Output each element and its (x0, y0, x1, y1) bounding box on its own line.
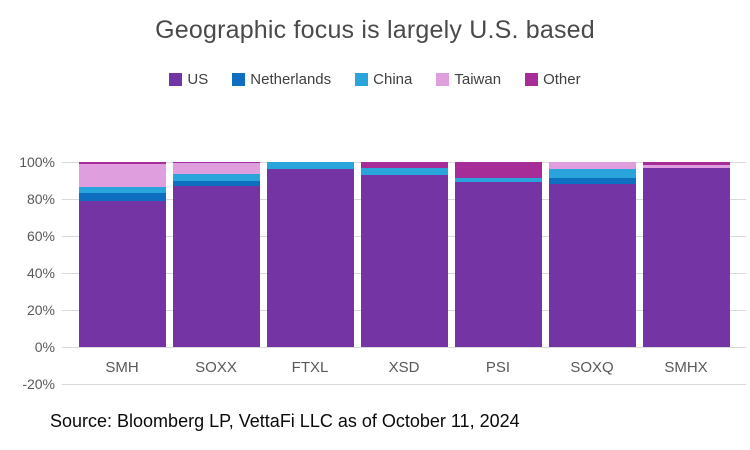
bar-segment-smhx-taiwan (642, 164, 730, 168)
category-label-ftxl: FTXL (291, 359, 329, 376)
bar-segment-soxq-china (548, 169, 636, 178)
bar-xsd (360, 162, 448, 347)
bar-segment-smhx-us (642, 167, 730, 347)
bar-segment-psi-us (454, 182, 542, 347)
legend-swatch-us (169, 73, 183, 86)
category-label-soxx: SOXX (195, 359, 237, 376)
legend-label-china: China (373, 71, 413, 88)
bar-segment-xsd-other (360, 162, 448, 169)
y-tick-label-100-: 100% (19, 154, 55, 170)
bar-segment-soxx-china (172, 174, 260, 181)
legend-item-other: Other (525, 71, 581, 88)
y-tick-label-40-: 40% (26, 265, 55, 281)
chart-title: Geographic focus is largely U.S. based (155, 16, 595, 44)
category-label-psi: PSI (485, 359, 511, 376)
bar-segment-soxx-us (172, 186, 260, 347)
y-tick-label-0-: 0% (34, 339, 55, 355)
y-tick-label-80-: 80% (26, 191, 55, 207)
legend-label-taiwan: Taiwan (454, 71, 502, 88)
legend-item-us: US (169, 71, 208, 88)
bar-segment-smh-taiwan (78, 163, 166, 187)
bar-segment-smhx-other (642, 162, 730, 165)
bars-plot-area (62, 162, 746, 347)
legend-swatch-china (355, 73, 369, 86)
gridline--20- (62, 384, 746, 385)
bar-segment-xsd-china (360, 168, 448, 175)
bar-smhx (642, 162, 730, 347)
legend-label-us: US (187, 71, 209, 88)
bar-segment-ftxl-china (266, 162, 354, 170)
bar-soxx (172, 162, 260, 347)
bar-segment-psi-other (454, 162, 542, 178)
source-note: Source: Bloomberg LP, VettaFi LLC as of … (50, 411, 520, 431)
x-axis-category-labels: SMH SOXX FTXL XSD PSI SOXQ SMHX (62, 359, 746, 376)
legend-item-taiwan: Taiwan (436, 71, 501, 88)
legend-label-other: Other (543, 71, 581, 88)
bar-segment-soxx-taiwan (172, 162, 260, 175)
y-tick-label-60-: 60% (26, 228, 55, 244)
bar-segment-psi-china (454, 177, 542, 183)
bar-segment-smh-us (78, 200, 166, 347)
bar-segment-soxq-netherlands (548, 177, 636, 185)
legend-swatch-netherlands (232, 73, 246, 86)
legend-item-china: China (355, 71, 412, 88)
category-label-smh: SMH (105, 359, 139, 376)
bar-segment-smh-china (78, 187, 166, 194)
bar-segment-soxq-taiwan (548, 162, 636, 170)
bar-segment-soxx-other (172, 162, 260, 163)
bar-segment-xsd-us (360, 174, 448, 347)
legend-swatch-taiwan (436, 73, 450, 86)
bar-segment-soxx-netherlands (172, 180, 260, 187)
category-label-smhx: SMHX (664, 359, 708, 376)
chart-legend: US Netherlands China Taiwan Other (0, 71, 750, 88)
bar-segment-soxq-us (548, 184, 636, 347)
legend-item-netherlands: Netherlands (232, 71, 331, 88)
bar-ftxl (266, 162, 354, 347)
category-label-xsd: XSD (388, 359, 420, 376)
bar-soxq (548, 162, 636, 347)
bar-smh (78, 162, 166, 347)
y-tick-label-20-: 20% (26, 302, 55, 318)
y-tick-label--20-: -20% (22, 376, 55, 392)
category-label-soxq: SOXQ (570, 359, 614, 376)
gridline-0- (62, 347, 746, 348)
legend-label-netherlands: Netherlands (250, 71, 332, 88)
bar-psi (454, 162, 542, 347)
bar-segment-ftxl-us (266, 169, 354, 347)
bar-segment-smh-other (78, 162, 166, 164)
legend-swatch-other (525, 73, 539, 86)
bar-segment-smh-netherlands (78, 193, 166, 201)
